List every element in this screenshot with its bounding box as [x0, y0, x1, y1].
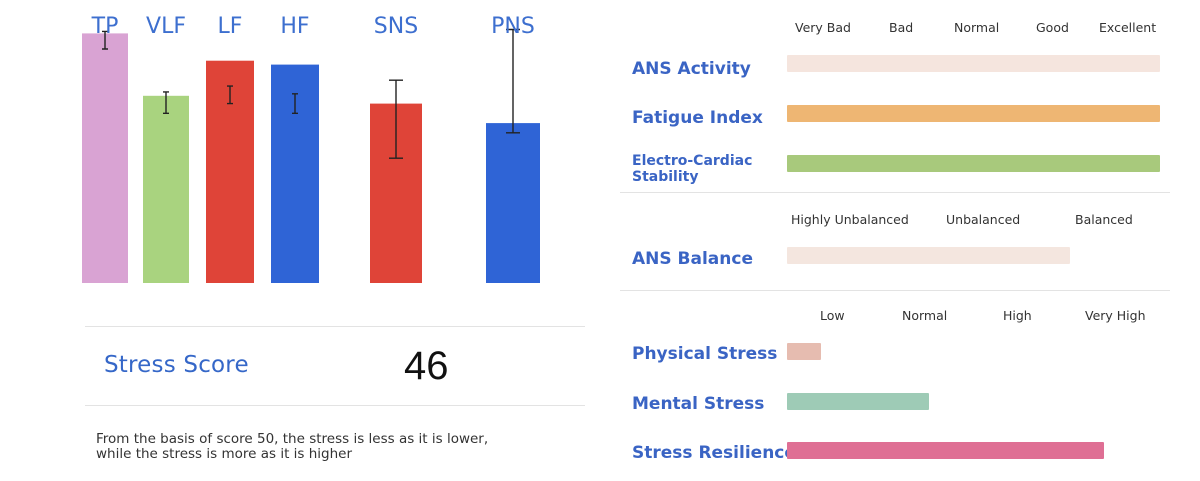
error-bar-hf	[292, 93, 298, 115]
bar-pns	[486, 123, 540, 283]
scale-balanced: Balanced	[1075, 212, 1133, 227]
category-label-lf: LF	[218, 14, 243, 39]
divider-right-2	[620, 290, 1170, 291]
ans-activity-label: ANS Activity	[632, 59, 751, 79]
hrv-bar-chart: TP VLF LF HF SNS PNS	[82, 14, 540, 284]
category-label-pns: PNS	[491, 14, 535, 39]
scale-unbalanced: Unbalanced	[946, 212, 1021, 227]
category-label-sns: SNS	[374, 14, 418, 39]
stress-score-note: From the basis of score 50, the stress i…	[96, 432, 566, 462]
scale-good: Good	[1036, 20, 1069, 35]
electro-cardiac-bar	[787, 155, 1160, 172]
error-bar-vlf	[163, 91, 169, 115]
physical-stress-bar	[787, 343, 821, 360]
fatigue-index-bar	[787, 105, 1160, 122]
note-line-1: From the basis of score 50, the stress i…	[96, 431, 489, 447]
electro-cardiac-label: Electro-Cardiac Stability	[632, 153, 782, 185]
scale-normal-stress: Normal	[902, 308, 948, 323]
stress-score-value: 46	[404, 344, 449, 388]
scale-high: High	[1003, 308, 1032, 323]
ans-balance-label: ANS Balance	[632, 249, 753, 269]
scale-very-high: Very High	[1085, 308, 1146, 323]
scale-very-bad: Very Bad	[795, 20, 851, 35]
error-bar-pns	[506, 28, 520, 134]
stress-resilience-bar	[787, 442, 1104, 459]
ans-activity-bar	[787, 55, 1160, 72]
stress-score-label: Stress Score	[104, 352, 249, 378]
scale-normal: Normal	[954, 20, 1000, 35]
scale-bad: Bad	[889, 20, 914, 35]
physical-stress-label: Physical Stress	[632, 344, 778, 364]
error-bar-lf	[227, 85, 233, 105]
divider-right-1	[620, 192, 1170, 193]
bar-tp	[82, 33, 128, 284]
bar-vlf	[143, 95, 189, 283]
divider-left-2	[85, 405, 585, 406]
ans-balance-bar	[787, 247, 1070, 264]
category-label-hf: HF	[280, 14, 309, 39]
scale-low: Low	[820, 308, 845, 323]
mental-stress-label: Mental Stress	[632, 394, 765, 414]
note-line-2: while the stress is more as it is higher	[96, 446, 353, 462]
category-label-tp: TP	[91, 14, 119, 39]
electro-cardiac-label-text: Electro-Cardiac Stability	[632, 153, 753, 185]
fatigue-index-label: Fatigue Index	[632, 108, 763, 128]
scale-highly-unbalanced: Highly Unbalanced	[791, 212, 909, 227]
category-label-vlf: VLF	[146, 14, 186, 39]
divider-left	[85, 326, 585, 327]
error-bar-tp	[102, 30, 108, 50]
mental-stress-bar	[787, 393, 929, 410]
stress-resilience-label: Stress Resilience	[632, 443, 796, 463]
error-bar-sns	[389, 79, 403, 159]
scale-excellent: Excellent	[1099, 20, 1157, 35]
